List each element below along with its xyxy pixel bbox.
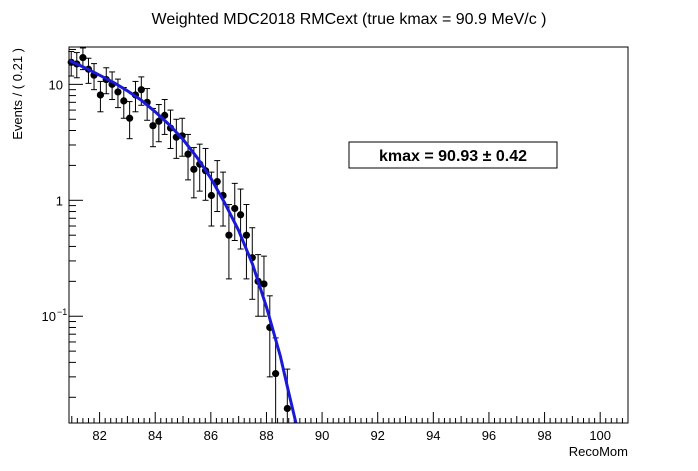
data-point (79, 54, 87, 62)
x-tick-label: 88 (259, 428, 273, 443)
data-points (67, 47, 291, 423)
data-point (137, 86, 145, 94)
x-tick-label: 96 (482, 428, 496, 443)
data-point (272, 370, 280, 378)
y-tick-exponent: −1 (57, 307, 67, 317)
x-axis: 82 84 86 88 90 92 94 96 98 100 (71, 412, 629, 443)
data-point (96, 91, 105, 99)
chart-title: Weighted MDC2018 RMCext (true kmax = 90.… (152, 11, 547, 28)
y-axis-label: Events / ( 0.21 ) (10, 48, 25, 140)
y-tick-label: 10 (42, 309, 56, 324)
data-point (126, 114, 134, 122)
data-point (207, 191, 215, 200)
x-tick-label: 98 (537, 428, 551, 443)
x-tick-label: 92 (370, 428, 384, 443)
x-tick-label: 94 (426, 428, 440, 443)
x-tick-label: 90 (315, 428, 329, 443)
fit-curve (69, 59, 298, 423)
data-point (149, 122, 157, 130)
data-point (184, 150, 192, 158)
data-point (231, 204, 239, 213)
fit-result-box: kmax = 90.93 ± 0.42 (348, 141, 558, 169)
data-point (283, 404, 291, 413)
data-point (260, 280, 268, 288)
x-tick-label: 82 (92, 428, 106, 443)
data-point (190, 165, 198, 173)
data-point (120, 97, 128, 105)
fit-result-label: kmax = 90.93 ± 0.42 (379, 148, 527, 165)
x-tick-label: 100 (589, 428, 611, 443)
x-tick-label: 86 (204, 428, 218, 443)
data-point (236, 211, 245, 219)
plot-frame (68, 46, 629, 424)
data-point (114, 88, 122, 96)
data-point (242, 231, 251, 239)
y-tick-label: 1 (56, 193, 63, 208)
fit-result-frame (348, 141, 558, 169)
x-tick-label: 84 (148, 428, 162, 443)
data-point (225, 231, 233, 239)
y-tick-label: 10 (49, 77, 63, 92)
x-axis-label: RecoMom (569, 444, 628, 459)
fit-curve-group (69, 59, 298, 423)
data-point (155, 117, 163, 125)
